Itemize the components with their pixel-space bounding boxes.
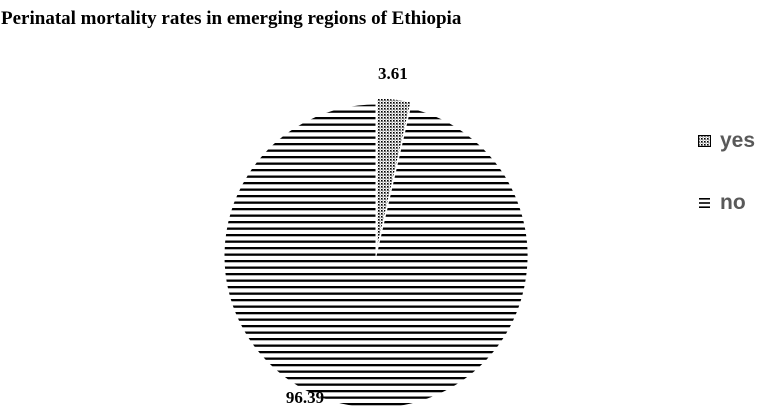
pie-slice-yes bbox=[376, 97, 412, 251]
pie-slice-no bbox=[223, 103, 529, 409]
legend-swatch-no bbox=[698, 197, 711, 209]
legend-swatch-yes bbox=[698, 135, 711, 147]
legend-label-no: no bbox=[720, 191, 746, 214]
legend: yes no bbox=[698, 124, 755, 248]
data-label-no: 96.39 bbox=[286, 388, 324, 407]
legend-item-no: no bbox=[698, 186, 755, 220]
legend-label-yes: yes bbox=[720, 129, 756, 152]
chart-title: Perinatal mortality rates in emerging re… bbox=[1, 8, 462, 29]
pie-data-labels: 3.61 96.39 bbox=[286, 64, 408, 407]
pie-slices bbox=[223, 97, 529, 409]
data-label-yes: 3.61 bbox=[378, 64, 408, 83]
legend-item-yes: yes bbox=[698, 124, 755, 158]
